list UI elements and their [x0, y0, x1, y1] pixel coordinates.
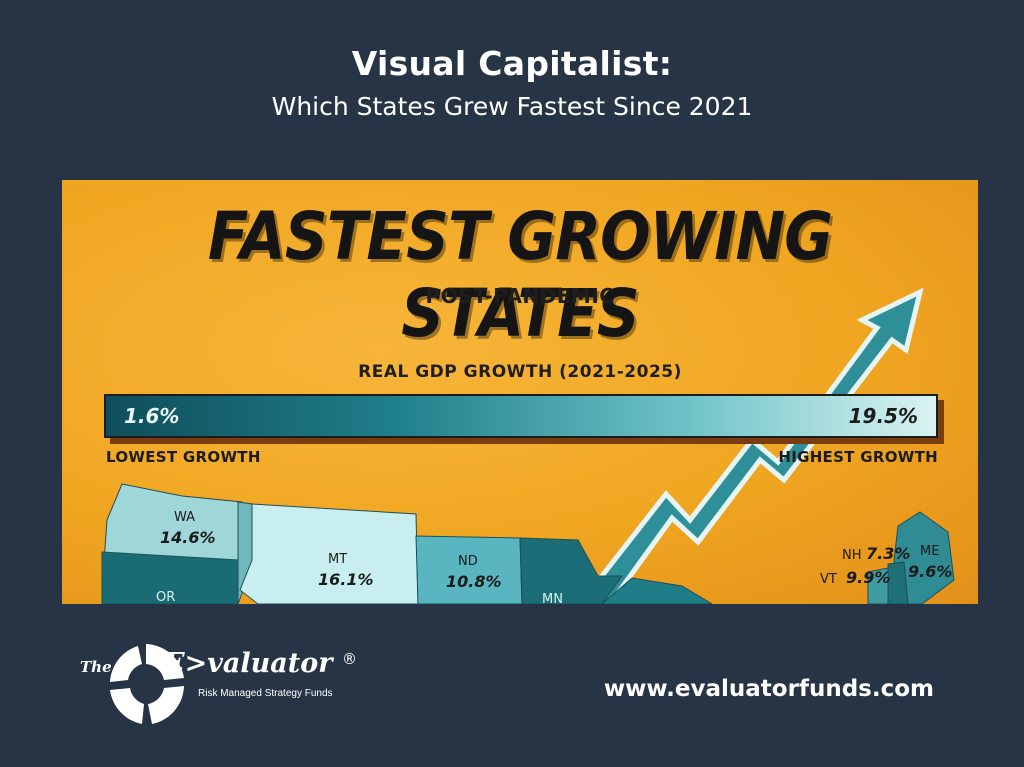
state-code-wa: WA: [174, 510, 196, 525]
state-code-mn: MN: [542, 592, 563, 604]
logo-the-text: The: [80, 658, 112, 676]
growth-scale-bar: 1.6% 19.5%: [104, 394, 938, 438]
state-value-mt: 16.1%: [318, 570, 374, 589]
highest-growth-label: HIGHEST GROWTH: [778, 448, 938, 466]
state-code-nh: NH: [842, 548, 862, 563]
state-code-me: ME: [920, 544, 940, 559]
state-nd: [415, 535, 523, 604]
infographic-subheadline: POST-PANDEMIC: [425, 284, 615, 308]
infographic-image: FASTEST GROWING STATES POST-PANDEMIC REA…: [62, 180, 978, 604]
metric-label: REAL GDP GROWTH (2021-2025): [358, 362, 682, 382]
slide-title: Visual Capitalist:: [351, 44, 673, 83]
slide-subtitle: Which States Grew Fastest Since 2021: [271, 92, 753, 121]
us-map-graphic: [101, 287, 955, 604]
logo-wordmark: E>valuator: [164, 648, 333, 679]
scale-max-value: 19.5%: [848, 404, 918, 428]
state-value-nh: 7.3%: [866, 544, 911, 563]
logo-tagline: Risk Managed Strategy Funds: [198, 688, 333, 699]
growth-arrow-icon: [576, 287, 924, 604]
state-value-vt: 9.9%: [846, 568, 891, 587]
state-value-nd: 10.8%: [446, 572, 502, 591]
state-code-mt: MT: [328, 552, 348, 567]
state-value-wa: 14.6%: [160, 528, 216, 547]
logo-registered-mark: ®: [342, 650, 357, 668]
logo-wheel-icon: [110, 644, 184, 724]
state-or: [101, 551, 239, 604]
state-wi: [601, 577, 713, 604]
state-nh: [887, 561, 909, 604]
state-code-vt: VT: [820, 572, 837, 587]
scale-min-value: 1.6%: [124, 404, 180, 428]
lowest-growth-label: LOWEST GROWTH: [106, 448, 261, 466]
state-code-nd: ND: [458, 554, 478, 569]
state-mt: [239, 503, 419, 604]
state-code-or: OR: [156, 590, 176, 604]
infographic-headline: FASTEST GROWING STATES: [207, 198, 833, 352]
state-mn: [519, 537, 623, 604]
state-vt: [867, 567, 889, 604]
state-value-me: 9.6%: [908, 562, 953, 581]
website-url: www.evaluatorfunds.com: [603, 676, 934, 702]
evaluator-logo: The E>valuator ® Risk Managed Strategy F…: [80, 640, 380, 730]
